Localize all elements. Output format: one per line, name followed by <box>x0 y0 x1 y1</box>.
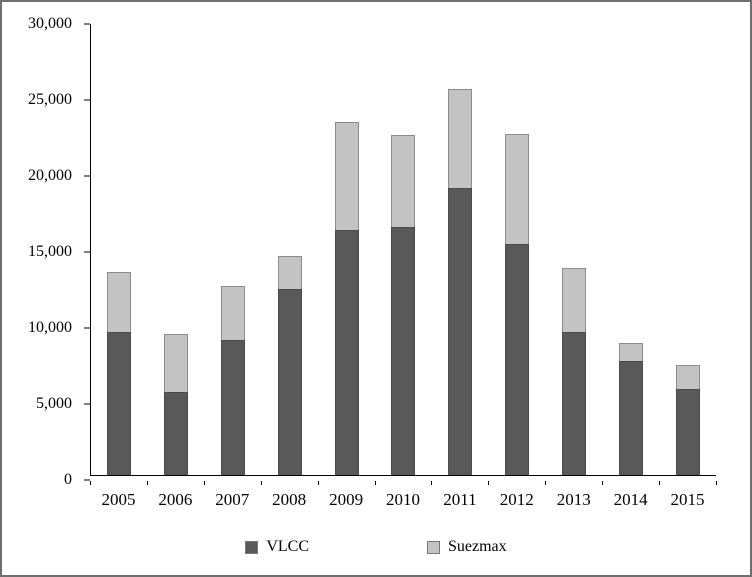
x-tick-label: 2013 <box>556 490 591 509</box>
x-tick-mark <box>545 481 547 485</box>
x-tick-mark <box>203 481 205 485</box>
bar-segment-suezmax <box>675 365 700 390</box>
bar-segment-vlcc <box>618 360 643 475</box>
legend: VLCC Suezmax <box>2 535 750 559</box>
x-tick-mark <box>716 481 717 485</box>
x-tick-mark <box>602 481 604 485</box>
x-tick-label: 2008 <box>272 490 307 509</box>
bar-segment-suezmax <box>334 121 359 230</box>
bar-segment-vlcc <box>675 389 700 475</box>
bar-segment-vlcc <box>334 229 359 475</box>
y-tick-mark <box>84 403 90 405</box>
bar-slot-2013 <box>546 24 603 475</box>
bar-segment-vlcc <box>221 339 246 475</box>
bar-slot-2007 <box>205 24 262 475</box>
y-axis-ticks <box>84 23 90 481</box>
x-tick-mark <box>488 481 490 485</box>
x-tick-mark <box>431 481 433 485</box>
bar-segment-vlcc <box>164 392 189 475</box>
bar-segment-vlcc <box>107 332 132 475</box>
x-tick-mark <box>260 481 262 485</box>
y-tick-label: 25,000 <box>28 91 72 108</box>
y-tick-label: 5,000 <box>36 395 72 413</box>
bar-segment-vlcc <box>561 332 586 475</box>
x-axis-ticks <box>90 481 717 486</box>
legend-label-suezmax: Suezmax <box>448 538 507 555</box>
x-tick-mark <box>374 481 376 485</box>
legend-swatch-suezmax <box>427 540 440 554</box>
legend-item-vlcc: VLCC <box>245 538 309 556</box>
bar-segment-suezmax <box>448 88 473 188</box>
y-axis-labels: 0 5,000 10,000 15,000 20,000 25,000 30,000 <box>2 15 84 488</box>
bar-slot-2005 <box>91 24 148 475</box>
y-tick-mark <box>84 175 90 177</box>
x-tick-label: 2007 <box>215 490 250 509</box>
y-tick-mark <box>84 327 90 329</box>
bar-segment-suezmax <box>107 272 132 333</box>
bar-segment-vlcc <box>448 187 473 475</box>
x-tick-mark <box>146 481 148 485</box>
bar-segment-vlcc <box>277 288 302 475</box>
bar-segment-suezmax <box>277 255 302 289</box>
x-tick-label: 2012 <box>499 490 534 509</box>
bar-segment-suezmax <box>221 285 246 340</box>
bar-slot-2009 <box>318 24 375 475</box>
x-tick-label: 2015 <box>670 490 705 509</box>
x-tick-label: 2010 <box>385 490 420 509</box>
x-tick-label: 2009 <box>329 490 364 509</box>
x-tick-mark <box>659 481 661 485</box>
bar-slot-2012 <box>489 24 546 475</box>
y-tick-mark <box>84 479 90 481</box>
legend-item-suezmax: Suezmax <box>427 538 507 556</box>
bar-segment-vlcc <box>391 226 416 475</box>
bar-slot-2008 <box>261 24 318 475</box>
y-tick-label: 10,000 <box>28 319 72 337</box>
y-tick-label: 0 <box>64 471 72 488</box>
x-tick-mark <box>317 481 319 485</box>
y-tick-label: 15,000 <box>28 243 72 260</box>
x-axis-labels: 2005 2006 2007 2008 2009 2010 2011 2012 2013 2014… <box>90 490 716 514</box>
bars-row <box>91 24 716 475</box>
x-tick-mark <box>90 481 91 485</box>
x-tick-label: 2011 <box>443 490 477 509</box>
y-tick-label: 30,000 <box>28 15 72 32</box>
legend-swatch-vlcc <box>245 540 259 554</box>
bar-segment-suezmax <box>618 342 643 361</box>
plot-area <box>90 24 716 476</box>
bar-slot-2011 <box>432 24 489 475</box>
bar-slot-2006 <box>148 24 205 475</box>
bar-segment-suezmax <box>561 267 586 333</box>
y-tick-label: 20,000 <box>28 167 72 185</box>
legend-label-vlcc: VLCC <box>266 538 309 555</box>
y-tick-mark <box>84 99 90 101</box>
x-tick-label: 2014 <box>613 490 648 509</box>
y-tick-mark <box>84 251 90 253</box>
bar-segment-suezmax <box>164 333 189 393</box>
bar-slot-2014 <box>602 24 659 475</box>
y-tick-mark <box>84 23 90 25</box>
bar-segment-suezmax <box>391 135 416 227</box>
bar-segment-vlcc <box>505 243 530 475</box>
bar-slot-2010 <box>375 24 432 475</box>
x-tick-label: 2005 <box>101 490 136 509</box>
bar-segment-suezmax <box>505 133 530 244</box>
bar-slot-2015 <box>659 24 716 475</box>
x-tick-label: 2006 <box>158 490 193 509</box>
